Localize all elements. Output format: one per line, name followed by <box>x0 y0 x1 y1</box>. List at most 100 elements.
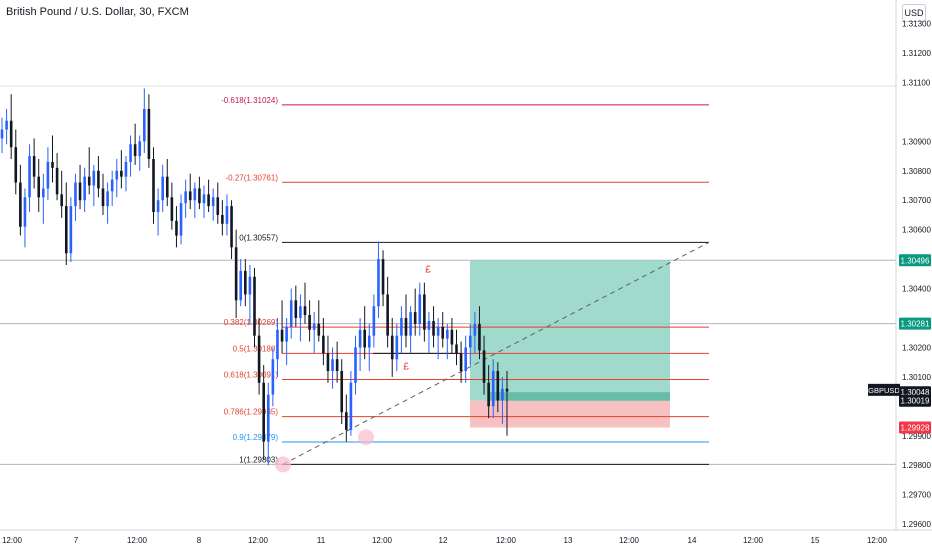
candle-body <box>455 344 458 354</box>
candle-body <box>156 200 160 212</box>
currency-button[interactable]: USD <box>902 4 926 22</box>
profit-zone[interactable] <box>470 260 670 401</box>
candle-body <box>395 335 399 360</box>
candle-body <box>326 353 330 371</box>
candle-body <box>335 359 339 371</box>
candle-body <box>9 120 13 148</box>
price-label: 1.30019 <box>901 397 930 406</box>
candle-body <box>468 335 472 348</box>
candle-body <box>175 220 178 236</box>
candle-body <box>78 182 82 201</box>
symbol-label-bg <box>868 383 900 396</box>
candle-body <box>97 170 100 189</box>
candle-body <box>5 120 8 130</box>
candle-body <box>225 206 229 224</box>
time-tick-label: 15 <box>811 536 820 545</box>
candle-body <box>312 323 316 330</box>
price-label: 1.30496 <box>901 256 930 265</box>
candle-body <box>42 188 45 198</box>
candle-body <box>400 318 403 336</box>
candle-body <box>285 326 288 342</box>
candle-body <box>239 270 243 301</box>
candle-body <box>28 156 31 198</box>
candle-body <box>446 329 449 339</box>
candle-body <box>253 276 256 336</box>
time-tick-label: 12:00 <box>372 536 393 545</box>
candle-body <box>262 382 265 442</box>
candle-body <box>505 388 509 392</box>
fib-level-label: -0.27(1.30761) <box>226 173 279 182</box>
candle-body <box>331 359 334 371</box>
time-tick-label: 12:00 <box>867 536 888 545</box>
candle-body <box>46 161 50 189</box>
candle-body <box>386 294 389 336</box>
candle-body <box>129 144 132 162</box>
candle-body <box>87 176 91 186</box>
time-tick-label: 12:00 <box>127 536 148 545</box>
candle-body <box>51 161 54 168</box>
candle-body <box>184 191 187 204</box>
candle-body <box>363 329 366 348</box>
loss-zone[interactable] <box>470 400 670 428</box>
candle-body <box>23 197 27 227</box>
price-tick-label: 1.30700 <box>902 196 931 205</box>
candle-body <box>464 347 467 371</box>
position-fill <box>488 392 670 401</box>
fib-level-label: 0.9(1.29879) <box>233 433 279 442</box>
price-label: 1.30048 <box>901 388 930 397</box>
candle-body <box>478 323 481 351</box>
price-label: 1.29928 <box>901 424 930 433</box>
candle-body <box>37 176 41 198</box>
candle-body <box>32 156 36 177</box>
candle-body <box>266 394 270 442</box>
time-tick-label: 12:00 <box>2 536 23 545</box>
candle-body <box>482 350 486 383</box>
candle-body <box>221 214 224 224</box>
price-label-bg <box>899 421 931 434</box>
fib-level-label: 0.618(1.30091) <box>224 371 279 380</box>
price-tick-label: 1.31300 <box>902 20 931 29</box>
candle-body <box>404 318 408 336</box>
candle-body <box>92 170 96 186</box>
candle-body <box>473 323 477 336</box>
candle-body <box>289 300 293 327</box>
time-tick-label: 12 <box>439 536 448 545</box>
candle-body <box>60 194 63 207</box>
candle-body <box>358 329 362 348</box>
candle-body <box>409 312 412 336</box>
candle-body <box>115 170 119 180</box>
candle-body <box>110 179 114 192</box>
candle-body <box>14 147 18 183</box>
candle-body <box>501 388 504 401</box>
candle-body <box>491 371 495 407</box>
candle-body <box>413 312 417 324</box>
price-tick-label: 1.30400 <box>902 285 931 294</box>
candle-body <box>244 270 247 295</box>
candle-body <box>152 159 155 212</box>
candle-body <box>216 197 220 215</box>
candle-body <box>317 323 321 336</box>
candle-body <box>271 359 275 395</box>
price-tick-label: 1.30100 <box>902 373 931 382</box>
candle-body <box>106 191 109 207</box>
fib-level-label: 0.786(1.29965) <box>224 408 279 417</box>
candle-body <box>207 194 210 207</box>
candle-body <box>308 315 311 330</box>
candle-body <box>427 320 431 330</box>
candle-body <box>138 141 142 157</box>
price-label-bg <box>899 317 931 330</box>
price-tick-label: 1.29800 <box>902 461 931 470</box>
candle-body <box>340 371 344 413</box>
candle-body <box>248 276 252 295</box>
time-tick-label: 12:00 <box>619 536 640 545</box>
candle-body <box>120 170 123 177</box>
candle-body <box>55 167 59 195</box>
fib-trend-line[interactable] <box>282 241 710 465</box>
price-tick-label: 1.29900 <box>902 432 931 441</box>
candle-body <box>441 326 445 339</box>
candle-body <box>377 259 380 307</box>
candle-body <box>165 176 169 198</box>
candle-body <box>193 188 197 201</box>
candle-body <box>0 129 4 139</box>
